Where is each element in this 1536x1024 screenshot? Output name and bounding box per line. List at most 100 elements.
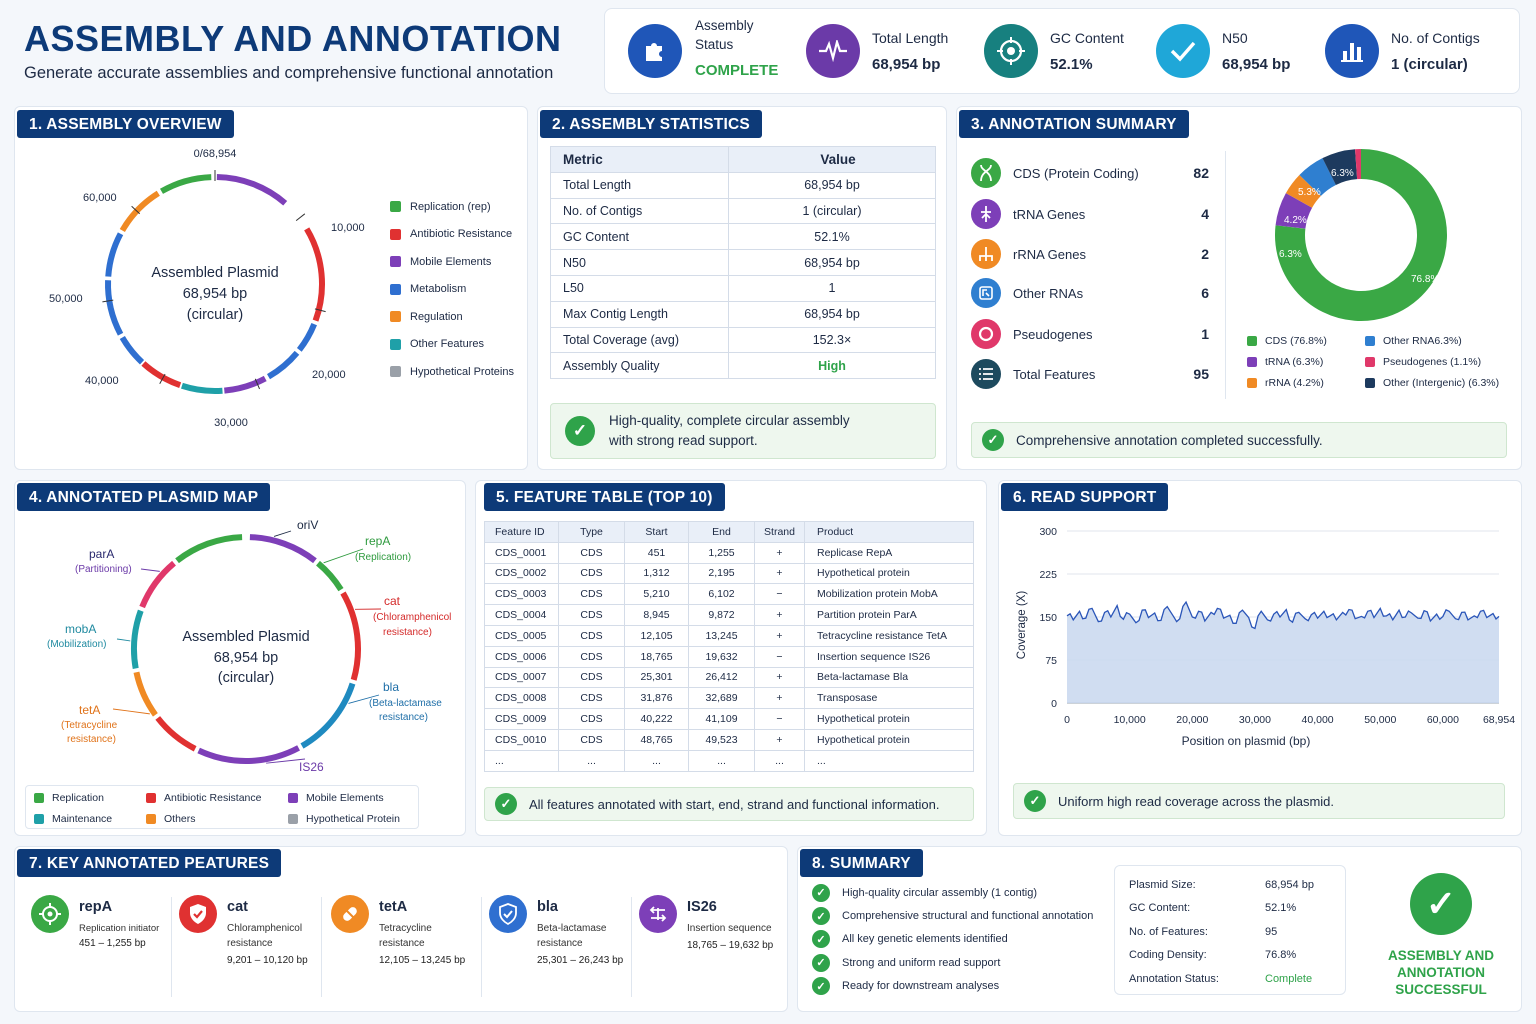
table-row: CDS_0005 CDS 12,105 13,245 + Tetracycline res… (484, 624, 974, 647)
metric-name: No. of Contigs (550, 197, 729, 225)
check-icon: ✓ (565, 416, 595, 446)
legend-label: Antibiotic Resistance (410, 228, 513, 241)
table-cell: CDS_0008 (484, 687, 559, 710)
map-center-length: 68,954 bp (214, 650, 279, 666)
gene-label-moba: mobA (65, 622, 96, 636)
panel-title: 8. SUMMARY (800, 849, 923, 877)
key-feature-bla: bla Beta-lactamase resistance 25,301 – 2… (489, 895, 639, 985)
annotation-row: Pseudogenes 1 (971, 314, 1209, 354)
annotation-label: Pseudogenes (1013, 326, 1093, 342)
tick-label: 50,000 (49, 293, 83, 305)
metric-name: GC Content (550, 223, 729, 251)
rna-icon (971, 278, 1001, 308)
desc-line: Replication initiator (79, 923, 160, 934)
legend-swatch (390, 228, 401, 240)
legend-swatch (146, 793, 156, 803)
check-icon: ✓ (812, 930, 830, 949)
tick-label: 30,000 (214, 417, 248, 429)
table-cell: 2,195 (688, 562, 755, 585)
table-row: CDS_0003 CDS 5,210 6,102− Mobilization prote… (484, 583, 974, 606)
gene-label-bla: bla (383, 680, 399, 694)
tick-mark (131, 205, 141, 215)
overview-legend: Replication (rep) Antibiotic Resistance … (390, 193, 525, 386)
summary-item: ✓ Comprehensive structural and functional… (812, 904, 1112, 927)
table-cell: 12,105 (624, 624, 689, 647)
overview-center-title: Assembled Plasmid (151, 265, 278, 281)
annotation-row: Total Features 95 (971, 354, 1209, 394)
check-icon: ✓ (812, 977, 830, 996)
legend-item: Other RNA6.3%) (1365, 335, 1462, 347)
table-cell: CDS (558, 645, 625, 668)
legend-item: Pseudogenes (1.1%) (1365, 356, 1481, 368)
dna-icon (971, 158, 1001, 188)
check-icon: ✓ (812, 883, 830, 902)
coverage-area (1067, 602, 1499, 703)
ring-segment (105, 280, 124, 336)
legend-swatch (390, 201, 401, 213)
plasmid-map-panel: 4. ANNOTATED PLASMID MAP Assembled Plasm… (14, 480, 466, 836)
metric-label: Annotation Status: (1129, 972, 1219, 985)
gene-arc (155, 716, 197, 752)
annotation-donut-chart: 76.8% 6.3% 4.2% 5.3% 6.3% (1275, 149, 1447, 321)
table-cell: CDS_0005 (484, 624, 559, 647)
table-row: .................. (484, 749, 974, 772)
legend-item: Hypothetical Proteins (390, 358, 525, 386)
metric-value: 68,954 bp (1265, 878, 1314, 891)
table-row: CDS_0002 CDS 1,312 2,195 + Hypothetical prote… (484, 562, 974, 585)
feature-range: 12,105 – 13,245 bp (379, 955, 466, 966)
donut-slice (1275, 149, 1447, 321)
legend-label: Hypothetical Protein (306, 813, 400, 825)
overview-center-length: 68,954 bp (183, 286, 248, 302)
metric-label: No. of Features: (1129, 925, 1208, 938)
x-tick-label: 30,000 (1239, 714, 1271, 726)
y-tick-label: 0 (1051, 698, 1057, 710)
annotation-row: rRNA Genes 2 (971, 234, 1209, 274)
legend-label: Replication (52, 792, 104, 804)
table-cell: ... (558, 749, 625, 772)
table-cell: 19,632 (688, 645, 755, 668)
ring-segment (160, 174, 212, 194)
desc-line: Beta-lactamase (537, 923, 607, 934)
tick-label: 0/68,954 (194, 148, 237, 160)
feature-range: 451 – 1,255 bp (79, 938, 146, 949)
leader-line (112, 708, 150, 715)
page-title: ASSEMBLY AND ANNOTATION (24, 18, 562, 59)
shield-icon (179, 895, 217, 933)
annotation-note: ✓ Comprehensive annotation completed suc… (971, 422, 1507, 458)
legend-label: Mobile Elements (306, 792, 384, 804)
desc-line: resistance (227, 938, 273, 949)
note-text: All features annotated with start, end, … (529, 796, 940, 812)
feature-name: cat (227, 899, 248, 915)
feature-desc: Chloramphenicol resistance 9,201 – 10,12… (227, 921, 337, 968)
ring-segment (266, 350, 300, 380)
annotation-label: Other RNAs (1013, 285, 1084, 301)
desc-line: Tetracycline (379, 923, 432, 934)
puzzle-icon (628, 24, 682, 78)
metric-value: 68,954 bp (728, 249, 936, 276)
legend-swatch (1365, 357, 1375, 367)
map-center-shape: (circular) (218, 670, 274, 686)
feature-desc: Tetracycline resistance 12,105 – 13,245 … (379, 921, 489, 968)
feature-name: bla (537, 899, 558, 915)
bar-chart-icon (1325, 24, 1379, 78)
success-badge: ✓ ASSEMBLY AND ANNOTATION SUCCESSFUL (1358, 873, 1524, 1003)
stat-label: Assembly (695, 18, 754, 33)
tick-label: 60,000 (83, 192, 117, 204)
legend-item: Replication (rep) (390, 193, 525, 221)
summary-item: ✓ High-quality circular assembly (1 conti… (812, 881, 1112, 904)
legend-swatch (390, 283, 401, 295)
leader-line (323, 548, 364, 564)
table-cell: 25,301 (624, 666, 689, 689)
summary-checklist: ✓ High-quality circular assembly (1 conti… (812, 881, 1112, 998)
gene-arc (131, 609, 144, 669)
metric-name: N50 (550, 249, 729, 276)
feature-table-panel: 5. FEATURE TABLE (TOP 10) Feature ID Typ… (475, 480, 987, 836)
column-header: Strand (754, 521, 805, 543)
stat-n50: N50 68,954 bp (1156, 10, 1316, 84)
stats-row: Max Contig Length 68,954 bp (550, 300, 936, 328)
legend-label: rRNA (4.2%) (1265, 377, 1324, 389)
badge-line: SUCCESSFUL (1395, 982, 1487, 997)
shield-check-icon (489, 895, 527, 933)
table-cell: CDS (558, 562, 625, 585)
tick-mark (102, 299, 114, 303)
